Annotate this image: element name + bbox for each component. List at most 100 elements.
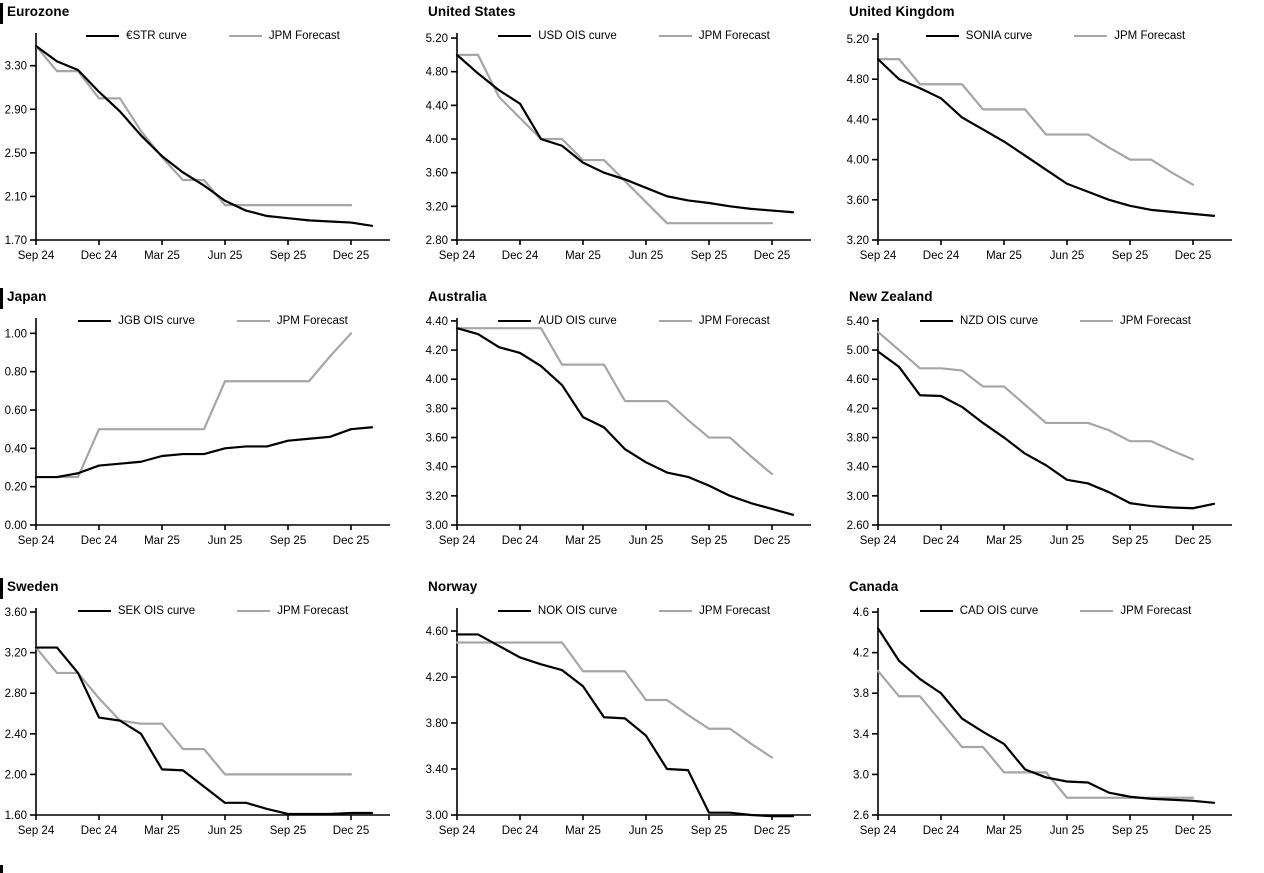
- series-line-jpm-forecast: [455, 53, 774, 225]
- chart-title: Australia: [428, 289, 487, 304]
- y-tick-label: 3.40: [847, 462, 869, 474]
- y-tick-label: 1.60: [5, 810, 27, 822]
- y-tick-label: 4.6: [853, 607, 869, 619]
- chart-panel-united-states: United States USD OIS curve JPM Forecast…: [421, 0, 842, 285]
- y-tick-label: 4.00: [847, 155, 869, 167]
- chart-panel-eurozone: Eurozone €STR curve JPM Forecast 1.70 2.1…: [0, 0, 421, 285]
- y-tick-label: 3.8: [853, 688, 869, 700]
- series-line-jpm-forecast: [455, 327, 774, 476]
- y-tick-label: 2.50: [5, 148, 27, 160]
- y-tick-label: 5.40: [847, 316, 869, 328]
- series-line-aud-ois-curve: [455, 327, 795, 516]
- x-tick-label: Mar 25: [144, 825, 180, 837]
- x-tick-label: Jun 25: [208, 250, 243, 262]
- y-tick-label: 3.00: [426, 520, 448, 532]
- x-tick-label: Dec 24: [923, 535, 960, 547]
- x-tick-label: Dec 25: [333, 825, 369, 837]
- x-tick-label: Sep 25: [691, 250, 727, 262]
- chart-plot: 1.70 2.10 2.50 2.90 3.30 Sep 24 Dec 24 Mar 25 Ju…: [5, 33, 390, 262]
- x-tick-label: Mar 25: [565, 825, 601, 837]
- series-line-jpm-forecast: [876, 330, 1195, 461]
- x-tick-label: Dec 25: [333, 535, 369, 547]
- y-tick-label: 3.80: [426, 403, 448, 415]
- y-tick-label: 4.20: [847, 403, 869, 415]
- x-tick-label: Dec 24: [81, 825, 118, 837]
- x-tick-label: Mar 25: [144, 250, 180, 262]
- chart-title: Eurozone: [7, 4, 70, 19]
- y-tick-label: 3.60: [847, 195, 869, 207]
- y-tick-label: 3.00: [847, 491, 869, 503]
- x-tick-label: Dec 24: [502, 825, 539, 837]
- x-tick-label: Jun 25: [1050, 825, 1085, 837]
- x-tick-label: Jun 25: [629, 535, 664, 547]
- x-tick-label: Mar 25: [986, 250, 1022, 262]
- x-tick-label: Jun 25: [208, 535, 243, 547]
- y-tick-label: 3.20: [847, 235, 869, 247]
- chart-plot: 0.00 0.20 0.40 0.60 0.80 1.00 Sep 24 Dec 24 Mar …: [5, 318, 390, 547]
- x-tick-label: Sep 25: [270, 535, 306, 547]
- chart-plot: 2.60 3.00 3.40 3.80 4.20 4.60 5.00 5.40 Sep 24 De…: [847, 316, 1232, 547]
- x-tick-label: Dec 24: [502, 250, 539, 262]
- chart-title: Canada: [849, 579, 899, 594]
- y-tick-label: 0.20: [5, 482, 27, 494]
- x-tick-label: Sep 25: [1112, 250, 1148, 262]
- chart-title: Sweden: [7, 579, 59, 594]
- x-tick-label: Jun 25: [629, 825, 664, 837]
- y-tick-label: 4.80: [847, 74, 869, 86]
- series-line-cad-ois-curve: [876, 627, 1216, 804]
- y-tick-label: 1.00: [5, 328, 27, 340]
- x-tick-label: Sep 24: [860, 825, 897, 837]
- x-tick-label: Jun 25: [629, 250, 664, 262]
- y-tick-label: 3.20: [426, 201, 448, 213]
- chart-plot: 3.00 3.20 3.40 3.60 3.80 4.00 4.20 4.40 Sep 24 De…: [426, 316, 811, 547]
- x-tick-label: Mar 25: [565, 535, 601, 547]
- y-tick-label: 0.60: [5, 405, 27, 417]
- series-line-sek-ois-curve: [34, 646, 374, 816]
- chart-panel-canada: Canada CAD OIS curve JPM Forecast 2.6 3.0…: [842, 575, 1264, 873]
- x-tick-label: Sep 25: [1112, 535, 1148, 547]
- section-marker-bar: [0, 578, 3, 599]
- x-tick-label: Sep 24: [860, 535, 897, 547]
- y-tick-label: 4.2: [853, 648, 869, 660]
- x-tick-label: Jun 25: [1050, 250, 1085, 262]
- series-line-nzd-ois-curve: [876, 350, 1216, 510]
- y-tick-label: 2.90: [5, 104, 27, 116]
- x-tick-label: Mar 25: [986, 535, 1022, 547]
- chart-plot: 2.6 3.0 3.4 3.8 4.2 4.6 Sep 24 Dec 24 Mar 25 Jun …: [853, 607, 1232, 837]
- y-tick-label: 4.00: [426, 374, 448, 386]
- x-tick-label: Sep 24: [439, 535, 476, 547]
- y-tick-label: 3.4: [853, 729, 870, 741]
- x-tick-label: Mar 25: [565, 250, 601, 262]
- x-tick-label: Dec 25: [754, 825, 790, 837]
- y-tick-label: 5.20: [847, 34, 869, 46]
- x-tick-label: Mar 25: [986, 825, 1022, 837]
- x-tick-label: Dec 24: [923, 825, 960, 837]
- y-tick-label: 3.20: [5, 648, 27, 660]
- x-tick-label: Mar 25: [144, 535, 180, 547]
- series-line-jgb-ois-curve: [34, 426, 374, 479]
- series-line-jpm-forecast: [876, 669, 1195, 799]
- x-tick-label: Sep 25: [270, 250, 306, 262]
- y-tick-label: 3.80: [426, 718, 448, 730]
- series-line-nok-ois-curve: [455, 633, 795, 818]
- x-tick-label: Dec 25: [1175, 825, 1211, 837]
- y-tick-label: 3.00: [426, 810, 448, 822]
- y-tick-label: 2.60: [847, 520, 869, 532]
- x-tick-label: Sep 25: [1112, 825, 1148, 837]
- y-tick-label: 3.40: [426, 462, 448, 474]
- y-tick-label: 2.80: [426, 235, 448, 247]
- x-tick-label: Dec 25: [754, 535, 790, 547]
- x-tick-label: Dec 25: [754, 250, 790, 262]
- x-tick-label: Sep 24: [860, 250, 897, 262]
- x-tick-label: Sep 25: [691, 825, 727, 837]
- y-tick-label: 4.40: [847, 114, 869, 126]
- x-tick-label: Dec 25: [1175, 250, 1211, 262]
- x-tick-label: Dec 24: [81, 535, 118, 547]
- x-tick-label: Dec 24: [502, 535, 539, 547]
- series-line-jpm-forecast: [455, 641, 774, 759]
- y-tick-label: 2.80: [5, 688, 27, 700]
- y-tick-label: 0.40: [5, 443, 27, 455]
- chart-plot: 2.80 3.20 3.60 4.00 4.40 4.80 5.20 Sep 24 Dec 24…: [426, 33, 811, 262]
- chart-title: Japan: [7, 289, 47, 304]
